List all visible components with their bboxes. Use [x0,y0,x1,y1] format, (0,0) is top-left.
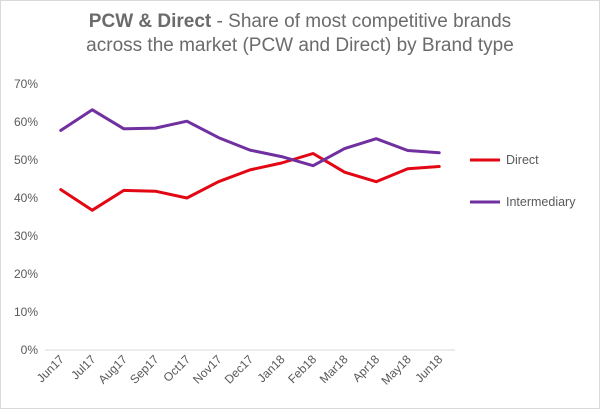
x-tick-label: Oct17 [161,352,194,385]
x-tick-label: Apr18 [350,352,383,385]
y-tick-label: 10% [14,305,38,319]
y-tick-label: 60% [14,115,38,129]
chart-title: PCW & Direct - Share of most competitive… [0,10,600,58]
y-tick-label: 30% [14,229,38,243]
chart-title-rest: - Share of most competitive brands [211,11,512,32]
x-tick-label: Jan18 [255,352,288,385]
series-lines [59,108,441,212]
chart-title-line-2: across the market (PCW and Direct) by Br… [86,35,514,56]
x-tick-label: May18 [378,352,414,388]
legend-label-direct: Direct [506,153,539,167]
x-tick-label: Mar18 [317,352,351,386]
y-axis-labels: 0% 10% 20% 30% 40% 50% 60% 70% [14,77,38,357]
x-tick-label: Feb18 [285,352,319,386]
y-tick-label: 70% [14,77,38,91]
y-tick-label: 0% [21,343,39,357]
x-tick-label: Dec17 [222,352,257,387]
y-tick-label: 40% [14,191,38,205]
x-tick-label: Sep17 [127,352,162,387]
chart-title-bold: PCW & Direct [88,11,212,32]
x-tick-label: Jun17 [34,352,67,385]
y-tick-label: 50% [14,153,38,167]
x-tick-label: Jun18 [412,352,445,385]
x-tick-label: Aug17 [96,352,131,387]
x-tick-label: Nov17 [190,352,225,387]
chart-title-line-1: PCW & Direct - Share of most competitive… [0,10,600,34]
y-tick-label: 20% [14,267,38,281]
legend: Direct Intermediary [470,153,576,209]
series-line-direct [59,152,441,212]
x-tick-label: Jul17 [68,352,98,382]
legend-label-intermediary: Intermediary [506,195,576,209]
series-line-intermediary [59,108,441,168]
